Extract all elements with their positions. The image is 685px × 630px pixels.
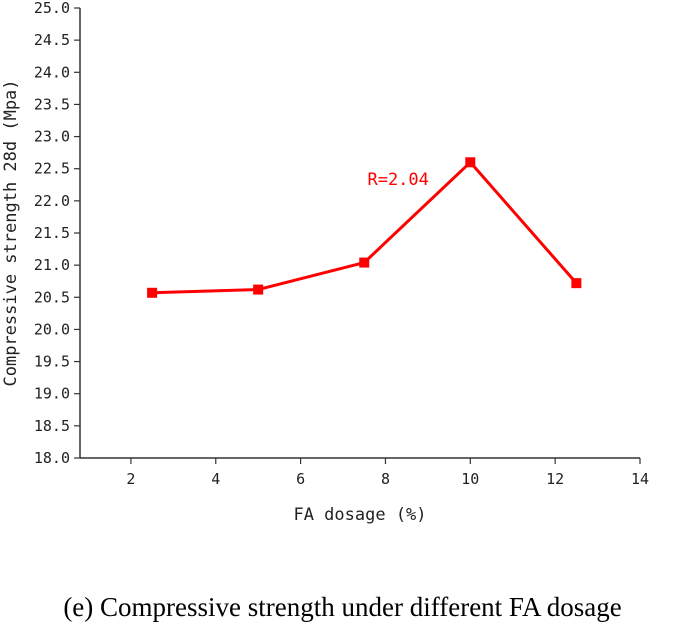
- axes: [79, 8, 640, 459]
- data-point-marker: [571, 278, 582, 289]
- data-point-marker: [359, 257, 370, 268]
- y-tick-label: 24.5: [34, 31, 70, 49]
- data-point-marker: [465, 157, 476, 168]
- data-point-marker: [253, 284, 264, 295]
- y-ticks: 18.0 18.5 19.0 19.5 20.0 20.5 21.0 21.5 22.0 22.5…: [34, 0, 80, 467]
- x-tick-label: 8: [381, 470, 390, 488]
- y-tick-label: 24.0: [34, 63, 70, 81]
- x-tick-label: 2: [126, 470, 135, 488]
- figure-caption: (e) Compressive strength under different…: [63, 592, 622, 622]
- x-tick-label: 6: [296, 470, 305, 488]
- series-group: [147, 157, 582, 298]
- series-line: [152, 160, 578, 295]
- x-ticks: 2 4 6 8 10 12 14: [126, 458, 649, 488]
- data-point-marker: [147, 287, 158, 298]
- y-tick-label: 23.5: [34, 95, 70, 113]
- y-tick-label: 20.5: [34, 288, 70, 306]
- y-tick-label: 18.5: [34, 417, 70, 435]
- y-tick-label: 18.0: [34, 449, 70, 467]
- x-tick-label: 14: [631, 470, 649, 488]
- x-axis-title: FA dosage (%): [293, 505, 426, 525]
- y-tick-label: 25.0: [34, 0, 70, 17]
- y-tick-label: 23.0: [34, 128, 70, 146]
- y-tick-label: 20.0: [34, 320, 70, 338]
- x-tick-label: 4: [211, 470, 220, 488]
- chart: 18.0 18.5 19.0 19.5 20.0 20.5 21.0 21.5 22.0 22.5…: [1, 0, 649, 525]
- x-tick-label: 12: [546, 470, 564, 488]
- y-tick-label: 22.0: [34, 192, 70, 210]
- y-tick-label: 19.5: [34, 353, 70, 371]
- y-tick-label: 21.5: [34, 224, 70, 242]
- y-axis-title: Compressive strength 28d (Mpa): [1, 79, 21, 386]
- y-tick-label: 21.0: [34, 256, 70, 274]
- annotation-r-value: R=2.04: [367, 170, 428, 190]
- y-tick-label: 22.5: [34, 160, 70, 178]
- y-tick-label: 19.0: [34, 385, 70, 403]
- x-tick-label: 10: [461, 470, 479, 488]
